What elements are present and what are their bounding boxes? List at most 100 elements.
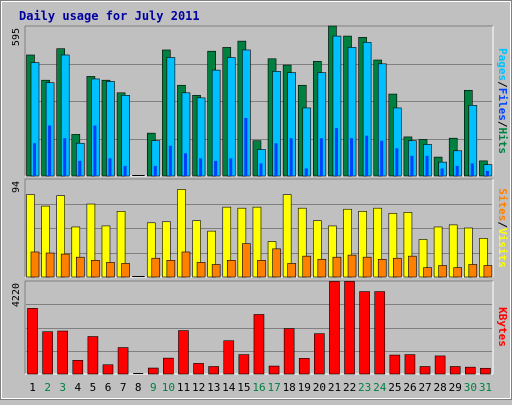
panel-hits-legend-entry: Hits [496,128,509,155]
x-tick-label: 26 [403,381,416,394]
bar-visits [41,205,50,278]
bar-kbytes [419,366,431,375]
bar-kbytes [465,366,476,375]
outer-frame-highlight [1,1,511,399]
bar-visits [116,211,126,278]
bar-kbytes [404,354,416,375]
x-tick-label: 15 [237,381,250,394]
bar-files [183,153,187,176]
bar-files [244,118,248,176]
bar-files [425,155,429,176]
bar-sites [151,257,161,278]
bar-sites [317,258,327,278]
panel-kbytes-legend: KBytes [496,307,509,347]
bar-files [319,138,323,176]
chart-title: Daily usage for July 2011 [19,9,200,23]
panel-visits-sites: 94 Sites/Visits [11,178,509,278]
bar-sites [453,267,463,278]
bar-sites [257,260,266,278]
bar-kbytes [42,331,53,375]
bar-kbytes [268,365,280,375]
bar-visits [313,220,322,278]
bar-visits [146,222,156,278]
bar-files [455,165,459,176]
bar-kbytes [27,308,38,375]
x-tick-label: 18 [283,381,296,394]
bar-files [350,138,354,176]
bar-visits [358,211,367,278]
bar-files [410,155,414,176]
x-tick-label: 17 [267,381,280,394]
bar-visits [162,221,171,278]
x-tick-label: 28 [434,381,447,394]
bar-kbytes [87,336,99,375]
x-tick-label: 3 [59,381,66,394]
bar-kbytes [117,347,129,375]
bar-pages-empty-bar [136,175,145,176]
bar-files [304,168,308,176]
x-tick-label: 22 [343,381,356,394]
bar-kbytes [178,330,189,375]
panel-visits-y-max-label: 94 [11,181,22,193]
bar-kbytes [329,281,340,375]
bar-visits [101,225,111,278]
bar-kbytes [223,340,235,375]
bar-files [274,143,278,176]
bar-files [334,128,338,176]
bar-kbytes [389,354,401,375]
bar-kbytes [72,360,84,375]
bar-visits [177,189,186,278]
bar-kbytes [193,363,204,375]
panel-visits-legend-entry: Sites [496,188,509,221]
bar-sites [332,256,342,278]
panel-hits-y-max-label: 595 [11,28,22,46]
bar-visits [192,220,201,278]
x-tick-label: 7 [120,381,127,394]
x-axis-labels: 1 2 3 4 5 6 7 8 9 10 11 12 13 14 15 16 17 18 19 20 21 22 23 24 2… [29,381,492,394]
bar-sites [347,254,357,278]
bar-sites [60,253,70,278]
panel-kbytes-legend-entry: KBytes [496,307,509,347]
bar-files [440,168,444,176]
bar-sites [242,243,251,278]
bar-pages [226,57,236,177]
panel-visits-legend: Sites/Visits [496,188,509,268]
bar-kbytes [449,366,461,375]
x-tick-label: 8 [135,381,142,394]
x-tick-label: 31 [479,381,492,394]
x-tick-label: 27 [418,381,431,394]
bar-files [380,140,384,176]
x-tick-label: 1 [29,381,36,394]
bar-pages [121,95,130,177]
bar-visits [388,213,398,278]
bar-files [63,138,67,176]
panel-kbytes-y-max-label: 4220 [11,283,22,307]
bar-sites [181,251,191,278]
bar-kbytes [344,281,355,375]
bar-sites [377,258,387,278]
bar-sites [423,267,432,278]
bar-files [470,163,474,176]
bar-sites [468,264,478,278]
bar-visits [71,226,81,278]
bar-files [123,165,127,176]
bar-sites [302,255,312,278]
bar-files [259,163,263,176]
x-tick-label: 23 [358,381,371,394]
bar-files [199,158,203,176]
bar-files [214,160,218,176]
panel-hits-legend-entry: / [496,81,509,88]
bar-visits [237,207,247,278]
panel-hits-legend-entry: Files [496,88,509,121]
bar-visits [207,230,216,278]
x-tick-label: 2 [44,381,51,394]
bar-sites [211,264,221,278]
panel-hits-legend: Pages/Files/Hits [496,48,509,154]
bar-sites [121,263,130,278]
bar-visits [56,195,65,278]
bar-kbytes [283,328,295,375]
bar-visits [26,194,35,278]
bar-visits [328,225,337,278]
bar-visits [373,207,383,278]
bar-visits [418,239,428,278]
